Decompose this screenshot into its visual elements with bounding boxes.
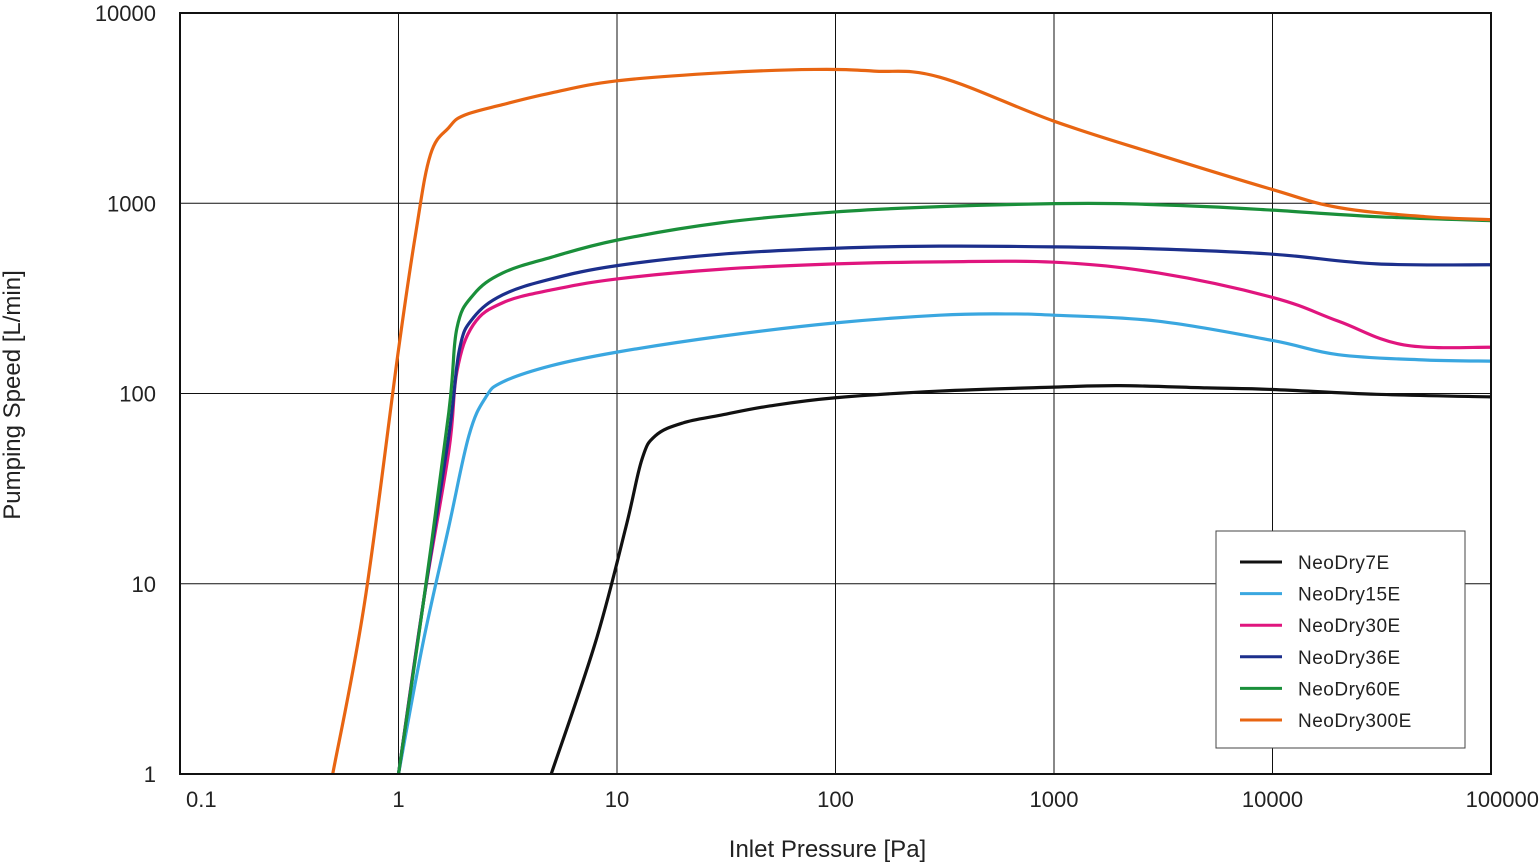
legend-label-neodry30e: NeoDry30E (1298, 616, 1401, 637)
series-line-neodry60e (396, 201, 1492, 775)
series-lines (331, 67, 1492, 775)
series-line-neodry36e (396, 244, 1492, 775)
legend-label-neodry36e: NeoDry36E (1298, 648, 1401, 669)
plot-frame (179, 12, 1492, 775)
series-line-neodry7e (549, 384, 1492, 775)
x-tick-label: 100 (817, 787, 854, 812)
legend: NeoDry7E NeoDry15E NeoDry30E NeoDry36E NeoDr… (1215, 530, 1466, 749)
y-axis-tick-labels: 1 10 100 1000 10000 (95, 1, 156, 787)
x-tick-label: 1 (392, 787, 404, 812)
y-tick-label: 1 (144, 762, 156, 787)
legend-label-neodry60e: NeoDry60E (1298, 679, 1401, 700)
x-tick-label: 0.1 (186, 787, 217, 812)
y-tick-label: 100 (119, 382, 156, 407)
y-tick-label: 10 (132, 572, 156, 597)
x-tick-label: 100000 (1466, 787, 1539, 812)
y-axis-title: Pumping Speed [L/min] (0, 270, 26, 519)
y-tick-label: 1000 (107, 191, 156, 216)
legend-label-neodry7e: NeoDry7E (1298, 553, 1390, 574)
legend-label-neodry15e: NeoDry15E (1298, 585, 1401, 606)
legend-box (1215, 530, 1466, 749)
x-axis-title: Inlet Pressure [Pa] (729, 836, 926, 863)
series-line-neodry15e (396, 312, 1492, 775)
x-tick-label: 1000 (1030, 787, 1079, 812)
legend-label-neodry300e: NeoDry300E (1298, 711, 1412, 732)
x-tick-label: 10 (605, 787, 629, 812)
y-tick-label: 10000 (95, 1, 156, 26)
x-axis-tick-labels: 0.1 1 10 100 1000 10000 100000 (186, 787, 1539, 812)
series-line-neodry30e (396, 259, 1492, 775)
series-line-neodry300e (331, 67, 1492, 775)
x-tick-label: 10000 (1242, 787, 1303, 812)
